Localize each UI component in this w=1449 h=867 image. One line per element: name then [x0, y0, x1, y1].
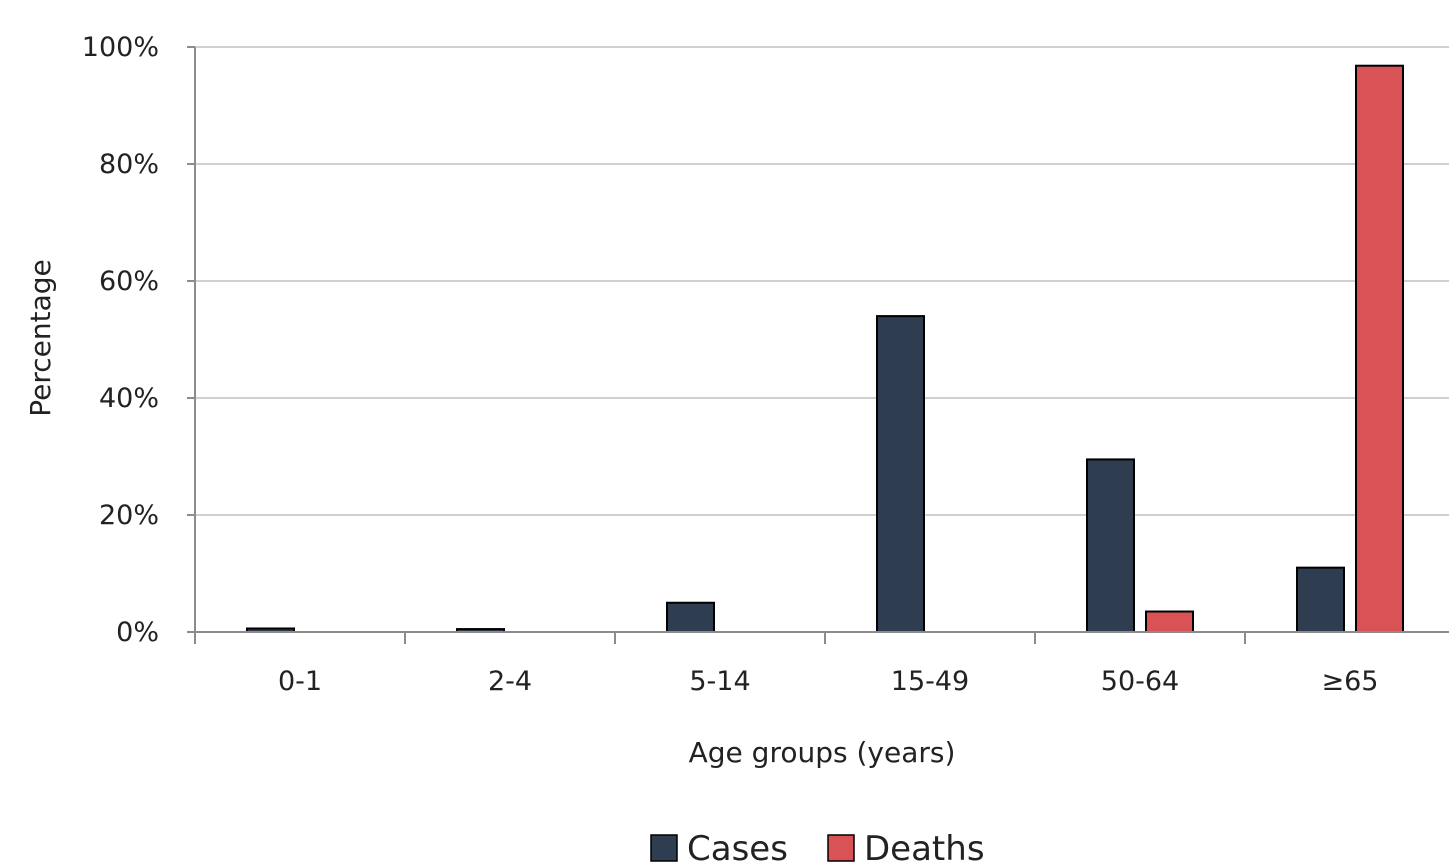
y-tick-label: 80% [99, 149, 159, 180]
x-tick-label: 15-49 [891, 666, 969, 697]
x-tick-label: 5-14 [689, 666, 750, 697]
legend-label-cases: Cases [687, 829, 788, 863]
y-tick-label: 40% [99, 383, 159, 414]
bar-cases-2 [666, 601, 715, 633]
y-axis-title: Percentage [24, 259, 57, 417]
legend-swatch-deaths [827, 834, 855, 862]
gridlines [195, 46, 1449, 516]
bar-cases-3 [876, 315, 925, 633]
y-tick-labels: 0% 20% 40% 60% 80% 100% [82, 32, 159, 648]
x-tick-label: 0-1 [278, 666, 322, 697]
y-tick-label: 100% [82, 32, 159, 63]
x-axis-title: Age groups (years) [689, 736, 956, 769]
bar-deaths-5 [1355, 64, 1404, 634]
axes [187, 46, 1449, 644]
bar-deaths-4 [1145, 610, 1194, 634]
x-tick-labels: 0-1 2-4 5-14 15-49 50-64 ≥65 [278, 666, 1379, 697]
legend-label-deaths: Deaths [864, 829, 985, 863]
x-tick-label: 50-64 [1101, 666, 1179, 697]
x-tick-label: ≥65 [1322, 666, 1379, 697]
legend: Cases Deaths [650, 829, 985, 867]
bar-cases-4 [1086, 458, 1135, 633]
bar-cases-5 [1296, 566, 1345, 634]
x-tick-label: 2-4 [488, 666, 532, 697]
y-tick-label: 0% [116, 617, 159, 648]
y-tick-label: 60% [99, 266, 159, 297]
y-tick-label: 20% [99, 500, 159, 531]
bars [246, 64, 1404, 634]
legend-swatch-cases [650, 834, 678, 862]
